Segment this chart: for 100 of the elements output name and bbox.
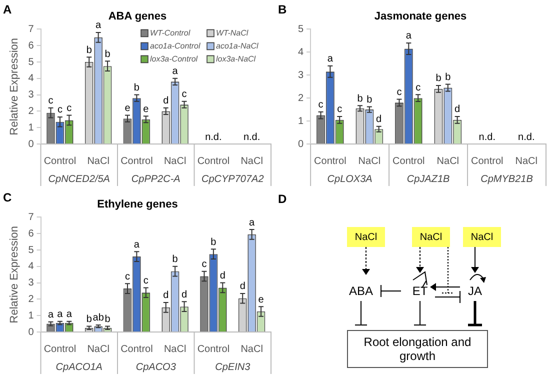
- x-tick-label: Control: [314, 156, 346, 167]
- text: CpJAZ1B: [406, 174, 450, 185]
- y-tick-label: 1: [28, 310, 34, 322]
- data-label: b: [445, 72, 452, 84]
- y-axis-title: Relative Expression: [8, 226, 21, 324]
- data-label: b: [366, 94, 373, 106]
- data-label: e: [143, 104, 150, 115]
- data-label: b: [210, 236, 217, 248]
- legend-label: lox3a-Control: [150, 54, 198, 64]
- y-tick-label: 3: [298, 70, 304, 81]
- text: CpACO3: [136, 362, 176, 373]
- text: A: [3, 2, 12, 16]
- data-label: a: [172, 66, 178, 78]
- data-label: a: [406, 30, 412, 42]
- data-label: d: [240, 281, 246, 292]
- text: NaCl: [347, 227, 385, 247]
- y-tick-label: 5: [28, 56, 34, 68]
- y-tick-label: 3: [28, 90, 34, 101]
- data-label: d: [454, 104, 460, 116]
- data-label: a: [57, 309, 64, 320]
- legend-label: WT-Control: [150, 28, 190, 38]
- y-tick-label: 0: [28, 138, 34, 150]
- data-label: d: [181, 289, 188, 300]
- x-tick-label: Control: [120, 156, 153, 167]
- x-tick-label: NaCl: [87, 344, 110, 355]
- x-tick-label: NaCl: [240, 344, 263, 355]
- data-label: ab: [92, 312, 104, 324]
- chart-title: Ethylene genes: [97, 198, 178, 211]
- y-tick-label: 4: [28, 73, 34, 84]
- y-tick-label: 5: [28, 244, 34, 256]
- data-label: b: [104, 314, 111, 326]
- text: C: [3, 190, 12, 204]
- text: CpACO1A: [56, 362, 103, 373]
- data-label: c: [124, 271, 130, 282]
- text: CpLOX3A: [327, 174, 373, 185]
- data-label: a: [66, 309, 72, 320]
- data-label: a: [327, 54, 334, 65]
- data-label: e: [258, 294, 264, 306]
- text: NaCl: [412, 227, 450, 247]
- data-label: a: [96, 20, 102, 32]
- text: CpMYB21B: [480, 174, 534, 185]
- text: NaCl: [463, 227, 501, 247]
- data-label: d: [163, 96, 169, 107]
- data-label: n.d.: [518, 132, 535, 143]
- x-tick-label: Control: [392, 156, 425, 167]
- x-tick-label: NaCl: [436, 156, 460, 167]
- data-label: d: [376, 114, 382, 126]
- text: Root elongation and growth: [347, 330, 488, 368]
- y-tick-label: 2: [298, 92, 304, 104]
- x-tick-label: NaCl: [164, 156, 186, 167]
- data-label: e: [124, 103, 131, 114]
- x-tick-label: Control: [44, 344, 76, 355]
- data-label: n.d.: [478, 132, 496, 143]
- y-tick-label: 5: [298, 24, 304, 35]
- data-label: d: [220, 270, 226, 282]
- y-axis-title: Relative Expression: [8, 38, 21, 136]
- data-label: n.d.: [243, 132, 260, 143]
- chart-title: ABA genes: [108, 10, 167, 23]
- x-tick-label: Control: [197, 344, 230, 355]
- legend-label: lox3a-NaCl: [216, 54, 256, 64]
- x-tick-label: NaCl: [240, 156, 263, 167]
- data-label: c: [396, 86, 402, 98]
- y-tick-label: 0: [28, 326, 34, 338]
- x-tick-label: NaCl: [87, 156, 110, 167]
- text: CpNCED2/5A: [48, 174, 110, 185]
- text: CpPP2C-A: [131, 174, 181, 185]
- data-label: c: [48, 96, 54, 107]
- data-label: b: [134, 82, 140, 94]
- text: D: [278, 192, 287, 206]
- y-tick-label: 7: [28, 24, 34, 35]
- data-label: c: [57, 104, 62, 116]
- data-label: b: [86, 44, 92, 56]
- data-label: c: [318, 100, 324, 111]
- text: CpEIN3: [215, 362, 251, 373]
- data-label: c: [202, 259, 207, 270]
- data-label: c: [66, 103, 72, 114]
- data-label: b: [357, 93, 364, 104]
- y-tick-label: 1: [28, 122, 34, 134]
- legend-label: aco1a-NaCl: [216, 41, 258, 50]
- data-label: c: [337, 104, 342, 116]
- x-tick-label: Control: [471, 156, 504, 167]
- y-tick-label: 4: [298, 46, 304, 58]
- y-tick-label: 3: [28, 278, 34, 289]
- x-tick-label: NaCl: [358, 156, 381, 167]
- data-label: a: [249, 217, 256, 228]
- x-tick-label: Control: [120, 344, 153, 355]
- y-tick-label: 7: [28, 212, 34, 223]
- legend-label: aco1a-Control: [150, 41, 200, 50]
- x-tick-label: NaCl: [515, 156, 538, 167]
- chart-title: Jasmonate genes: [374, 10, 467, 23]
- text: CpCYP707A2: [201, 174, 264, 185]
- data-label: a: [48, 310, 54, 321]
- legend-label: WT-NaCl: [216, 28, 248, 38]
- data-label: d: [163, 290, 169, 302]
- data-label: c: [416, 82, 421, 94]
- data-label: c: [143, 275, 148, 286]
- text: B: [278, 2, 287, 16]
- data-label: b: [104, 48, 111, 60]
- x-tick-label: Control: [197, 156, 230, 167]
- data-label: b: [436, 73, 442, 84]
